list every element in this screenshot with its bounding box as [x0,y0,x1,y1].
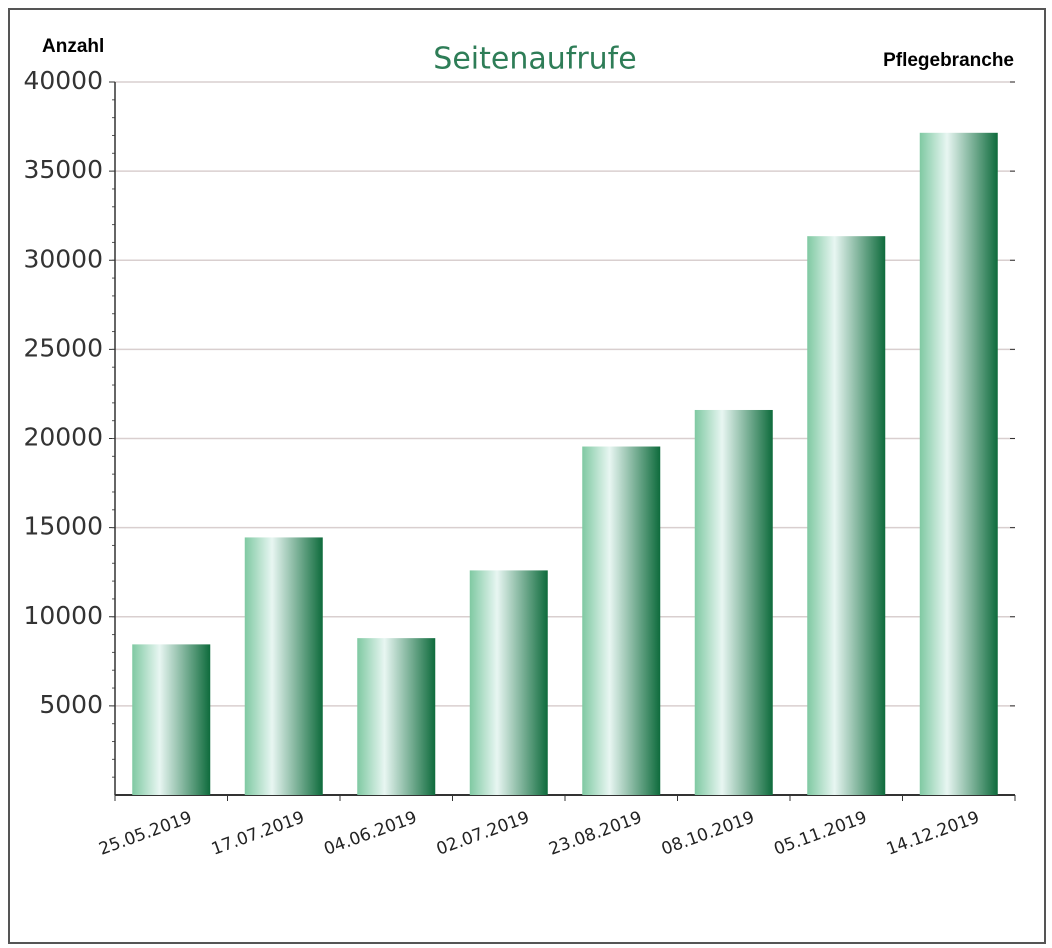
frame [8,8,1046,944]
bar [244,537,323,795]
y-tick-label: 25000 [23,333,103,362]
y-tick-label: 40000 [23,66,103,95]
bar [469,570,548,795]
y-tick-label: 35000 [23,155,103,184]
y-tick-label: 10000 [23,601,103,630]
chart-title: Seitenaufrufe [433,42,636,77]
bar [807,236,886,795]
bar [694,409,773,795]
y-tick-label: 15000 [23,512,103,541]
annotation: Pflegebranche [883,50,1014,71]
bar [582,446,661,795]
bar [357,638,436,795]
bar [132,644,211,795]
y-axis-label: Anzahl [42,36,104,57]
y-tick-label: 30000 [23,244,103,273]
y-tick-label: 5000 [39,690,103,719]
y-tick-label: 20000 [23,423,103,452]
bar [919,132,998,795]
